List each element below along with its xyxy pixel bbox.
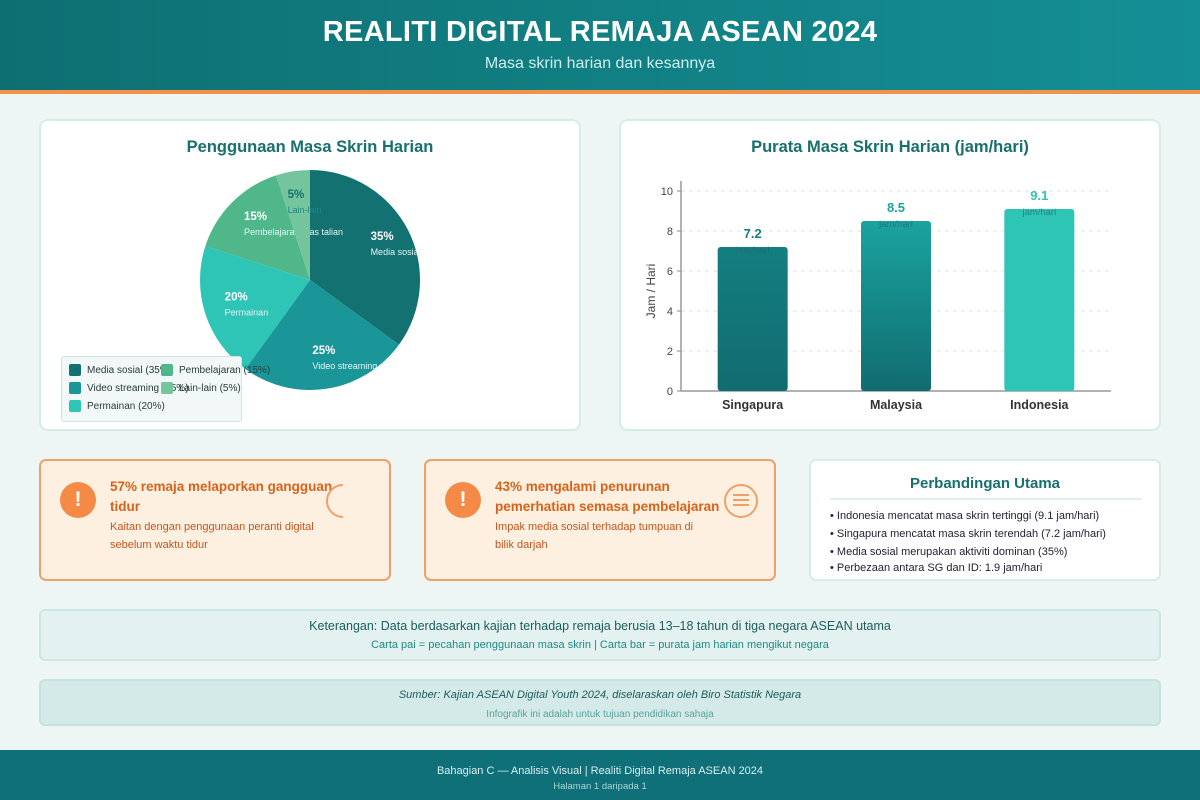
comparison-card: Perbandingan Utama • Indonesia mencatat … bbox=[809, 459, 1161, 581]
y-tick-label: 6 bbox=[667, 266, 673, 278]
note-line: Carta pai = pecahan penggunaan masa skri… bbox=[371, 639, 829, 651]
comparison-item: • Perbezaan antara SG dan ID: 1.9 jam/ha… bbox=[830, 562, 1043, 574]
note-line: Keterangan: Data berdasarkan kajian terh… bbox=[309, 619, 891, 633]
sleep-alert-card: ! 57% remaja melaporkan gangguan tidur K… bbox=[39, 459, 391, 581]
pie-percent-label: 25% bbox=[312, 345, 335, 357]
y-axis-label: Jam / Hari bbox=[644, 264, 658, 319]
attention-alert-card: ! 43% mengalami penurunan pemerhatian se… bbox=[424, 459, 776, 581]
exclamation-icon: ! bbox=[445, 482, 481, 518]
bar-value-label: 9.1 bbox=[1030, 188, 1048, 203]
bar-value-label: 7.2 bbox=[744, 226, 762, 241]
footer-page: Halaman 1 daripada 1 bbox=[553, 781, 647, 792]
legend-label: Pembelajaran (15%) bbox=[179, 365, 271, 376]
bar-unit-label: jam/hari bbox=[1021, 207, 1056, 218]
legend-label: Video streaming (25%) bbox=[87, 383, 189, 394]
pie-slice-media-sosial bbox=[310, 170, 420, 345]
pie-percent-label: 15% bbox=[244, 211, 267, 223]
comparison-title: Perbandingan Utama bbox=[909, 475, 1061, 492]
pie-legend: Media sosial (35%) Video streaming (25%)… bbox=[61, 356, 270, 422]
pie-category-label: Pembelajaran atas talian bbox=[244, 227, 343, 237]
pie-percent-label: 5% bbox=[288, 189, 305, 201]
legend-label: Media sosial (35%) bbox=[87, 365, 173, 376]
y-tick-label: 4 bbox=[667, 306, 673, 318]
pie-category-label: Video streaming bbox=[312, 361, 377, 371]
divider bbox=[830, 498, 1142, 500]
bar-chart-title: Purata Masa Skrin Harian (jam/hari) bbox=[751, 138, 1029, 156]
explanation-note: Keterangan: Data berdasarkan kajian terh… bbox=[39, 609, 1161, 661]
footer-text: Bahagian C — Analisis Visual | Realiti D… bbox=[436, 765, 764, 777]
pie-slice-video-streaming bbox=[245, 280, 399, 390]
legend-label: Permainan (20%) bbox=[87, 401, 165, 412]
comparison-item: • Indonesia mencatat masa skrin tertingg… bbox=[830, 510, 1100, 522]
source-box: Sumber: Kajian ASEAN Digital Youth 2024,… bbox=[39, 679, 1161, 726]
pie-chart: 35% Media sosial 25% Video streaming 20% Perm… bbox=[200, 170, 421, 390]
alert-headline: 43% mengalami penurunan pemerhatian sema… bbox=[495, 479, 720, 514]
exclamation-icon: ! bbox=[60, 482, 96, 518]
bar-value-label: 8.5 bbox=[887, 200, 905, 215]
alert-description: Impak media sosial terhadap tumpuan di b… bbox=[495, 521, 694, 551]
bar-indonesia bbox=[1004, 209, 1075, 391]
page-subtitle: Masa skrin harian dan kesannya bbox=[484, 55, 716, 72]
bar-unit-label: jam/hari bbox=[878, 219, 913, 230]
bar-chart-card: Purata Masa Skrin Harian (jam/hari) 0 2 4 6… bbox=[619, 119, 1161, 431]
alert-description: Kaitan dengan penggunaan peranti digital… bbox=[110, 521, 314, 551]
y-tick-label: 8 bbox=[667, 226, 673, 238]
y-tick-label: 0 bbox=[667, 386, 673, 398]
bar-unit-label: jam/hari bbox=[735, 245, 770, 256]
pie-slice-lain-lain bbox=[276, 170, 310, 280]
moon-icon bbox=[326, 484, 344, 518]
header-accent-line bbox=[0, 90, 1200, 94]
pie-slice-pembelajaran-atas-talian bbox=[205, 175, 310, 280]
legend-label: Lain-lain (5%) bbox=[179, 383, 241, 394]
menu-lines-icon bbox=[724, 484, 758, 518]
comparison-item: • Singapura mencatat masa skrin terendah… bbox=[830, 528, 1106, 540]
pie-percent-label: 35% bbox=[371, 231, 394, 243]
pie-category-label: Permainan bbox=[225, 307, 269, 317]
x-tick-label: Indonesia bbox=[1010, 398, 1069, 412]
pie-chart-title: Penggunaan Masa Skrin Harian bbox=[186, 138, 434, 156]
bar-malaysia bbox=[861, 221, 931, 391]
pie-percent-label: 20% bbox=[225, 291, 248, 303]
comparison-item: • Media sosial merupakan aktiviti domina… bbox=[830, 546, 1068, 558]
pie-category-label: Media sosial bbox=[371, 247, 421, 257]
alert-headline: 57% remaja melaporkan gangguan tidur bbox=[110, 479, 333, 514]
x-tick-label: Singapura bbox=[722, 398, 784, 412]
pie-chart-card: Penggunaan Masa Skrin Harian 35% Media so… bbox=[39, 119, 581, 431]
legend-swatch bbox=[69, 400, 81, 412]
source-line: Sumber: Kajian ASEAN Digital Youth 2024,… bbox=[398, 689, 802, 701]
footer: Bahagian C — Analisis Visual | Realiti D… bbox=[0, 750, 1200, 800]
legend-swatch bbox=[161, 364, 173, 376]
header-banner: REALITI DIGITAL REMAJA ASEAN 2024 Masa s… bbox=[0, 0, 1200, 90]
pie-category-label: Lain-lain bbox=[288, 205, 322, 215]
y-tick-label: 10 bbox=[661, 186, 673, 198]
pie-slice-permainan bbox=[200, 246, 310, 369]
legend-swatch bbox=[69, 364, 81, 376]
x-tick-label: Malaysia bbox=[870, 398, 923, 412]
disclaimer-line: Infografik ini adalah untuk tujuan pendi… bbox=[486, 709, 714, 720]
legend-swatch bbox=[69, 382, 81, 394]
page-title: REALITI DIGITAL REMAJA ASEAN 2024 bbox=[322, 16, 878, 48]
y-tick-label: 2 bbox=[667, 346, 673, 358]
bar-chart: 0 2 4 6 8 10 Jam / Hari 7.2 jam/hari Singapura 8.5… bbox=[644, 181, 1111, 412]
legend-swatch bbox=[161, 382, 173, 394]
bar-singapura bbox=[717, 247, 788, 391]
